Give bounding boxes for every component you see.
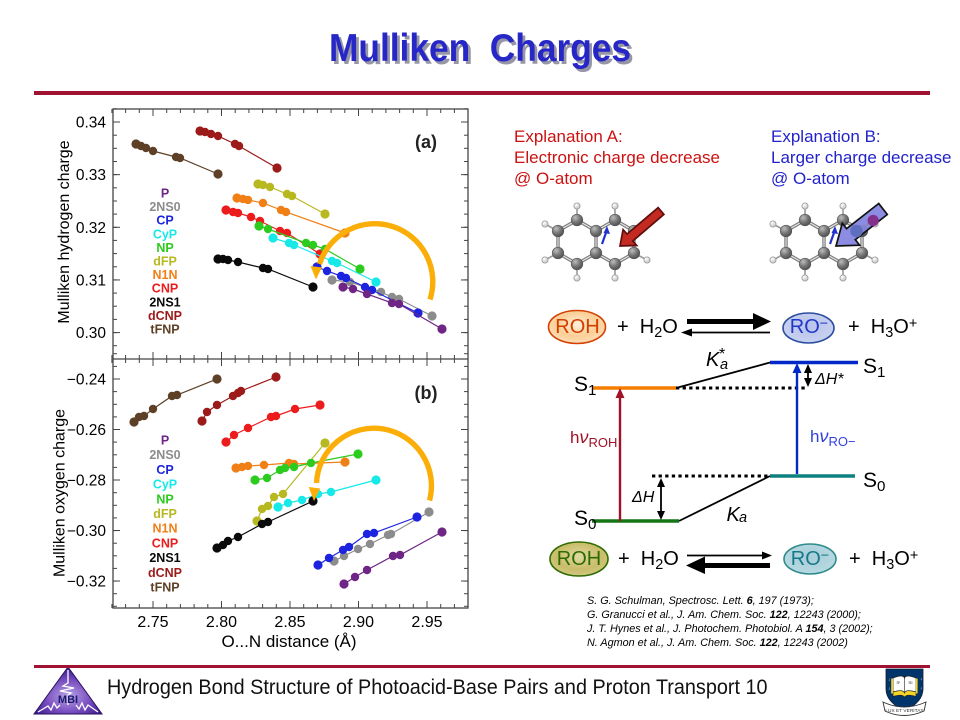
svg-text:Mulliken oxygen charge: Mulliken oxygen charge <box>52 409 69 577</box>
svg-text:dFP: dFP <box>153 255 177 269</box>
svg-text:0.30: 0.30 <box>76 325 107 342</box>
svg-text:2.90: 2.90 <box>343 614 374 631</box>
svg-text:dCNP: dCNP <box>148 566 182 580</box>
svg-text:−0.26: −0.26 <box>67 422 106 439</box>
svg-text:˨: ˨ <box>888 677 890 682</box>
svg-text:2.95: 2.95 <box>411 614 442 631</box>
svg-text:CyP: CyP <box>153 478 177 492</box>
svg-text:2NS0: 2NS0 <box>149 448 180 462</box>
svg-text:N1N: N1N <box>152 522 177 536</box>
svg-text:2.80: 2.80 <box>206 614 237 631</box>
svg-text:CNP: CNP <box>152 282 178 296</box>
svg-text:וה: וה <box>908 680 912 685</box>
svg-text:Mulliken hydrogen charge: Mulliken hydrogen charge <box>56 140 73 323</box>
svg-text:יה: יה <box>897 680 901 685</box>
svg-text:2NS1: 2NS1 <box>149 295 180 309</box>
svg-text:−0.30: −0.30 <box>67 523 107 540</box>
svg-text:−0.24: −0.24 <box>67 372 107 389</box>
svg-text:0.32: 0.32 <box>76 220 106 237</box>
svg-text:2.85: 2.85 <box>274 614 305 631</box>
svg-text:NP: NP <box>156 241 173 255</box>
svg-text:CyP: CyP <box>153 227 177 241</box>
svg-text:P: P <box>161 434 169 448</box>
svg-text:˨: ˨ <box>920 686 922 691</box>
svg-text:MBI: MBI <box>58 694 78 706</box>
svg-text:P: P <box>161 187 169 201</box>
svg-text:0.31: 0.31 <box>76 272 106 289</box>
svg-text:tFNP: tFNP <box>150 581 179 595</box>
svg-text:O...N distance (Å): O...N distance (Å) <box>221 632 356 651</box>
svg-text:2NS1: 2NS1 <box>149 551 180 565</box>
svg-text:0.33: 0.33 <box>76 167 106 184</box>
svg-text:NP: NP <box>156 492 173 506</box>
svg-text:CP: CP <box>156 214 173 228</box>
svg-text:CP: CP <box>156 463 173 477</box>
svg-text:dFP: dFP <box>153 507 177 521</box>
svg-text:0.34: 0.34 <box>76 115 107 132</box>
svg-text:˨: ˨ <box>888 686 890 691</box>
svg-text:2NS0: 2NS0 <box>149 200 180 214</box>
svg-text:−0.32: −0.32 <box>67 574 106 591</box>
svg-text:2.75: 2.75 <box>137 614 168 631</box>
svg-text:N1N: N1N <box>152 268 177 282</box>
svg-text:CNP: CNP <box>152 536 178 550</box>
svg-text:(b): (b) <box>415 383 438 403</box>
svg-text:dCNP: dCNP <box>148 309 182 323</box>
svg-text:˨: ˨ <box>920 677 922 682</box>
svg-text:LUX ET VERITAS: LUX ET VERITAS <box>885 708 923 714</box>
svg-text:−0.28: −0.28 <box>67 473 106 490</box>
svg-text:tFNP: tFNP <box>150 323 179 337</box>
svg-text:(a): (a) <box>415 132 437 152</box>
